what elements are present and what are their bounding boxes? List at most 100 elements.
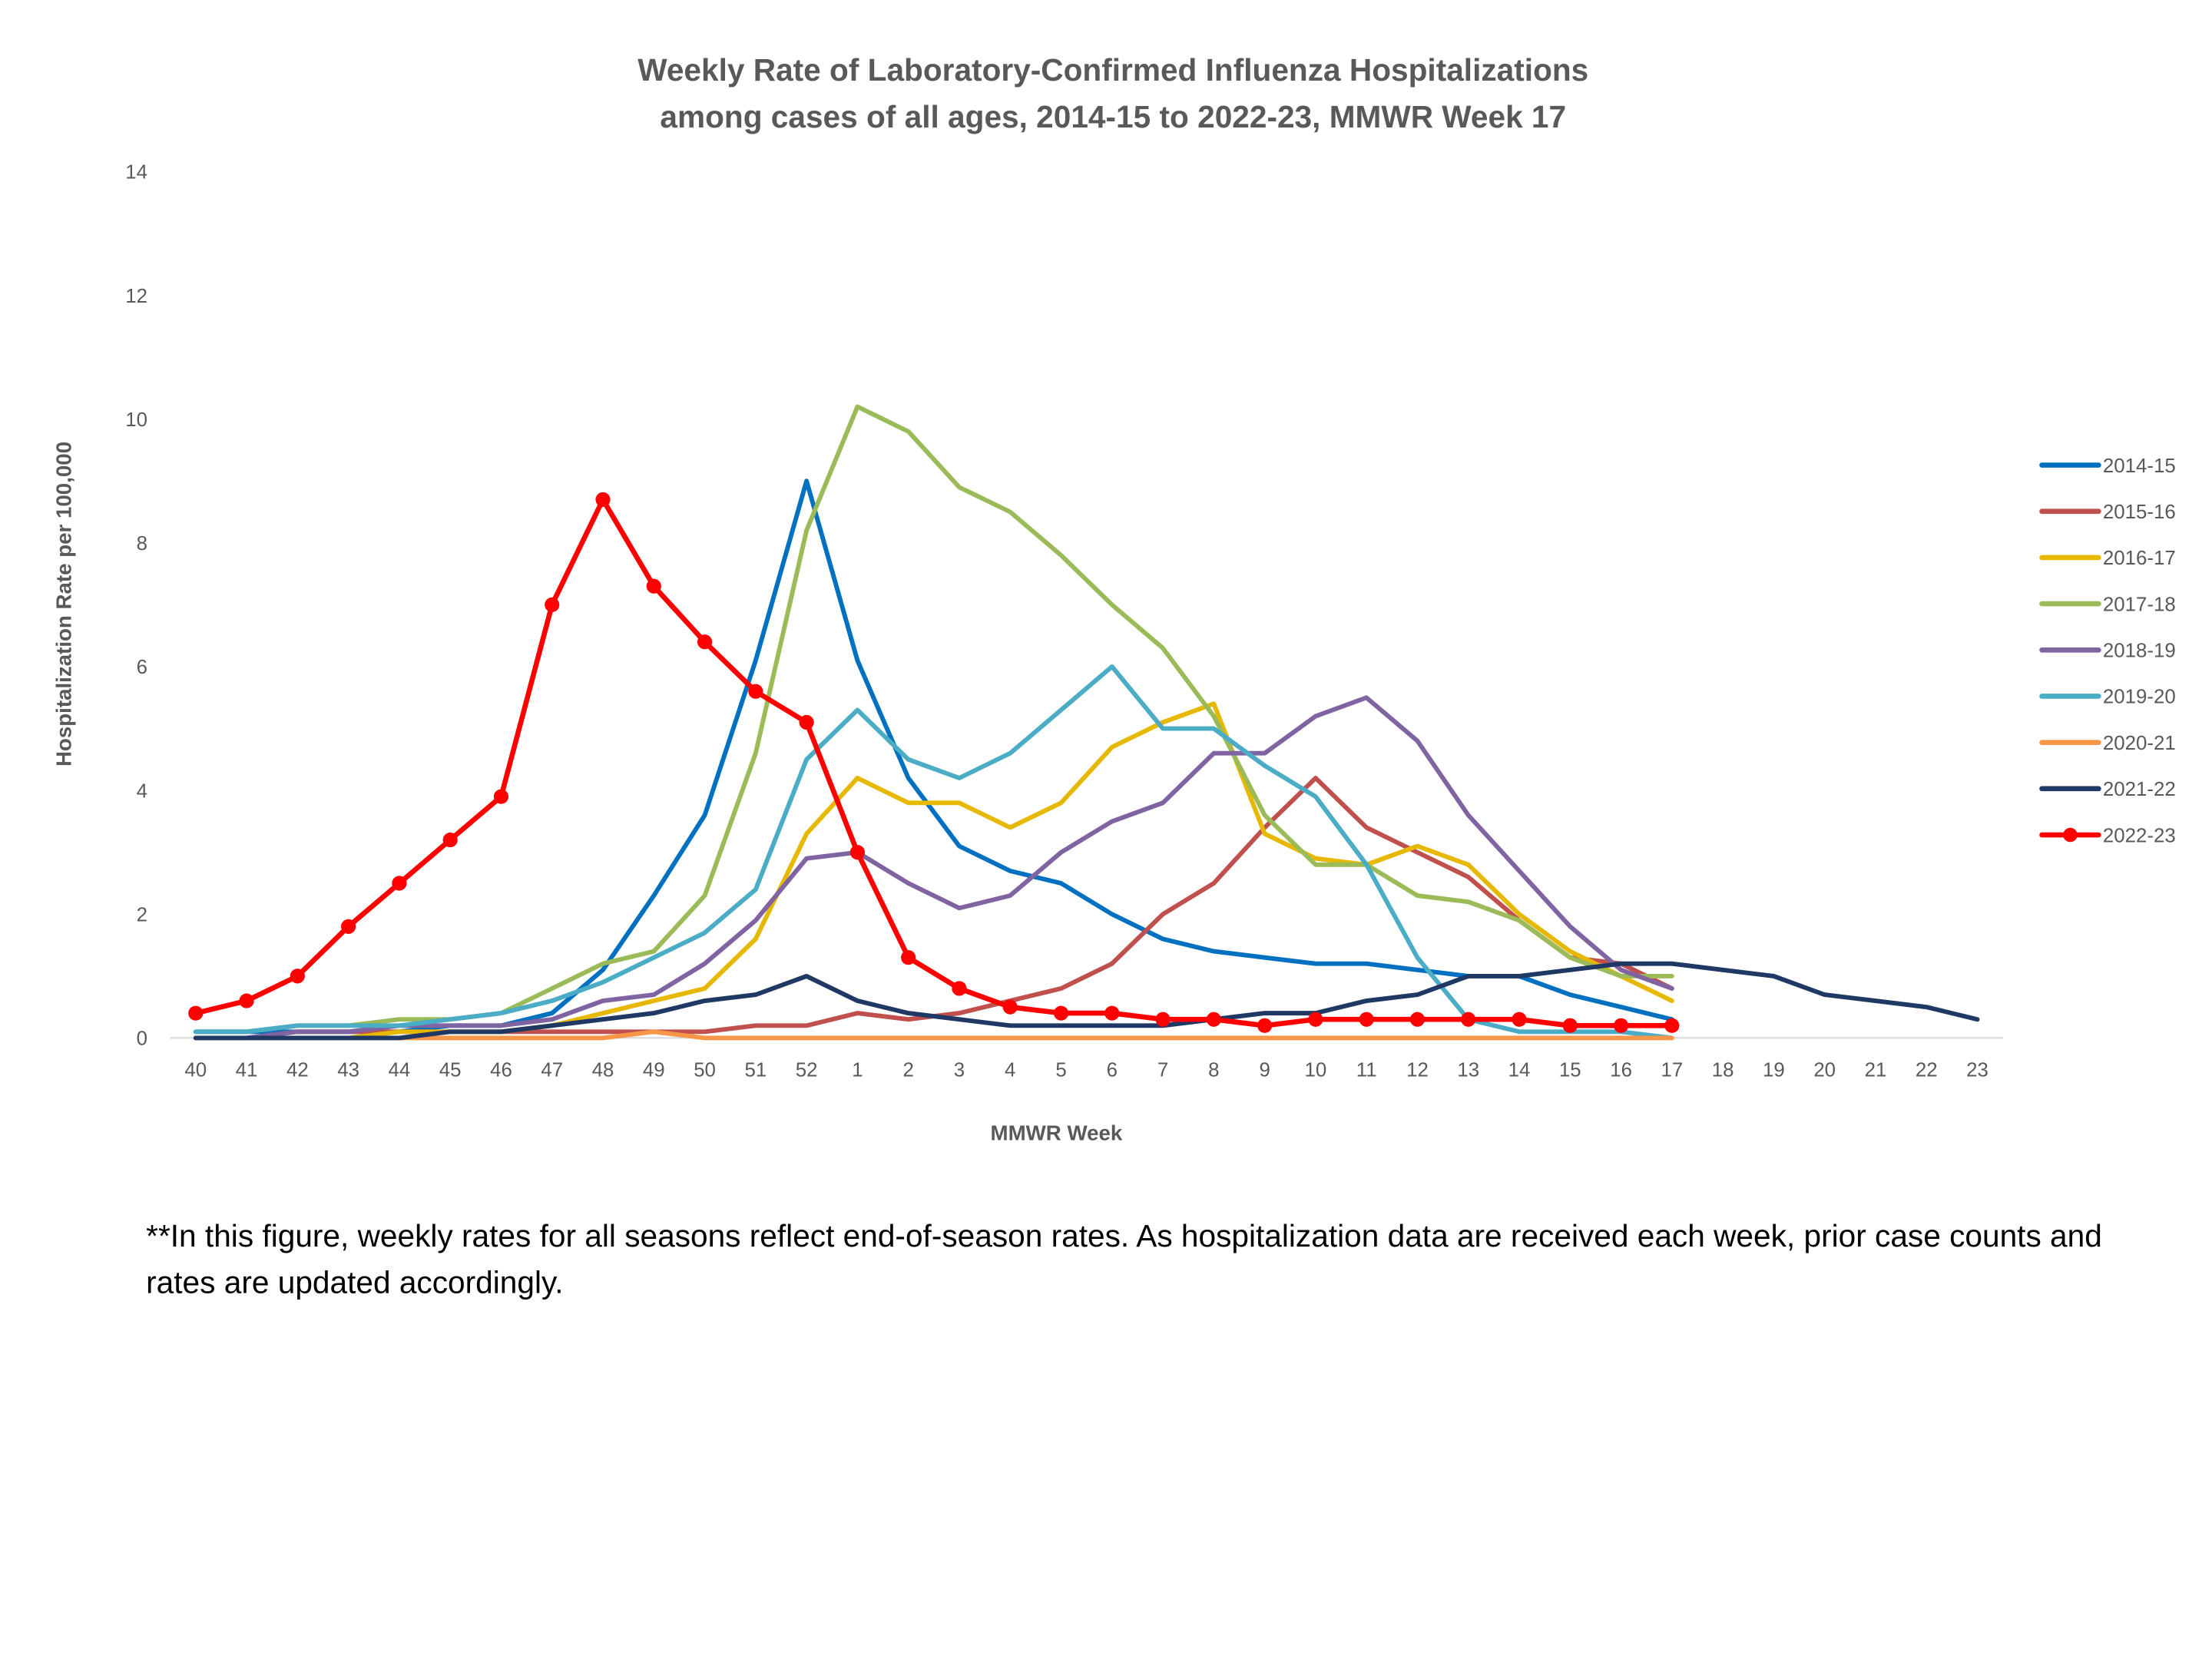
- x-tick-label: 1: [852, 1059, 863, 1081]
- x-tick-label: 13: [1457, 1059, 1479, 1081]
- series-point: [545, 597, 560, 613]
- series-2020-21: [193, 1029, 1674, 1041]
- x-tick-label: 23: [1966, 1059, 1988, 1081]
- chart-title: Weekly Rate of Laboratory-Confirmed Infl…: [637, 52, 1588, 88]
- x-tick-label: 4: [1005, 1059, 1015, 1081]
- series-point: [1664, 1018, 1680, 1033]
- y-tick-label: 14: [125, 162, 147, 184]
- y-tick-label: 2: [137, 905, 147, 926]
- x-tick-label: 8: [1208, 1059, 1219, 1081]
- x-tick-label: 7: [1157, 1059, 1168, 1081]
- series-point: [1308, 1012, 1323, 1027]
- series-line: [193, 497, 1675, 1028]
- series-point: [748, 684, 763, 699]
- series-point: [1206, 1012, 1221, 1027]
- series-line: [193, 404, 1674, 1035]
- legend-label: 2016-17: [2103, 548, 2176, 569]
- x-tick-label: 14: [1508, 1059, 1531, 1081]
- series-point: [1002, 999, 1018, 1015]
- x-tick-label: 15: [1559, 1059, 1581, 1081]
- x-tick-label: 18: [1712, 1059, 1734, 1081]
- y-tick-label: 8: [137, 533, 147, 555]
- legend-label: 2015-16: [2103, 502, 2176, 523]
- x-tick-label: 43: [337, 1059, 359, 1081]
- series-point: [901, 950, 916, 965]
- series-point: [799, 714, 814, 730]
- x-tick-label: 47: [541, 1059, 563, 1081]
- y-axis-label: Hospitalization Rate per 100,000: [51, 442, 75, 767]
- x-tick-label: 5: [1055, 1059, 1066, 1081]
- legend-label: 2022-23: [2103, 825, 2176, 846]
- y-tick-label: 6: [137, 657, 147, 678]
- series-2014-15: [193, 478, 1674, 1035]
- y-tick-label: 10: [125, 409, 147, 431]
- x-tick-label: 50: [694, 1059, 716, 1081]
- x-tick-label: 3: [954, 1059, 965, 1081]
- x-tick-label: 2: [902, 1059, 913, 1081]
- chart-subtitle: among cases of all ages, 2014-15 to 2022…: [660, 99, 1566, 134]
- legend-marker: [2063, 827, 2078, 843]
- series-point: [1461, 1012, 1476, 1027]
- footnote: **In this figure, weekly rates for all s…: [146, 1217, 2102, 1300]
- series-line: [193, 478, 1674, 1035]
- legend-label: 2021-22: [2103, 779, 2176, 800]
- series-point: [1613, 1018, 1629, 1033]
- x-tick-label: 52: [796, 1059, 818, 1081]
- series-point: [239, 993, 254, 1008]
- x-axis-label: MMWR Week: [991, 1121, 1123, 1144]
- x-tick-label: 11: [1356, 1059, 1377, 1081]
- series-point: [392, 876, 407, 891]
- series-point: [1257, 1018, 1273, 1033]
- legend-item: 2020-21: [2039, 733, 2176, 754]
- x-tick-label: 20: [1813, 1059, 1836, 1081]
- legend-label: 2019-20: [2103, 687, 2176, 708]
- series-point: [188, 1005, 204, 1021]
- x-tick-label: 49: [643, 1059, 665, 1081]
- legend-label: 2018-19: [2103, 641, 2176, 662]
- series-2019-20: [193, 664, 1674, 1041]
- legend-label: 2017-18: [2103, 594, 2176, 615]
- x-tick-label: 10: [1305, 1059, 1327, 1081]
- legend-item: 2015-16: [2039, 502, 2176, 523]
- series-line: [193, 961, 1980, 1041]
- legend-label: 2020-21: [2103, 733, 2176, 754]
- series-line: [193, 695, 1674, 1041]
- x-tick-label: 41: [236, 1059, 258, 1081]
- x-tick-label: 46: [490, 1059, 512, 1081]
- x-tick-label: 21: [1865, 1059, 1887, 1081]
- x-tick-label: 9: [1259, 1059, 1270, 1081]
- x-tick-label: 44: [389, 1059, 411, 1081]
- x-tick-label: 17: [1661, 1059, 1683, 1081]
- series-point: [646, 578, 661, 594]
- legend-item: 2019-20: [2039, 687, 2176, 708]
- series-point: [1155, 1012, 1171, 1027]
- legend-item: 2016-17: [2039, 548, 2176, 569]
- x-tick-label: 22: [1916, 1059, 1938, 1081]
- series-2018-19: [193, 695, 1674, 1041]
- x-tick-label: 45: [439, 1059, 462, 1081]
- series-point: [493, 789, 509, 804]
- series-2021-22: [193, 961, 1980, 1041]
- y-tick-label: 0: [137, 1028, 147, 1050]
- series-2017-18: [193, 404, 1674, 1035]
- series-line: [193, 1029, 1674, 1041]
- legend-item: 2022-23: [2039, 825, 2176, 846]
- series-point: [1512, 1012, 1527, 1027]
- series-point: [1359, 1012, 1374, 1027]
- series-point: [1409, 1012, 1426, 1027]
- x-tick-label: 51: [744, 1059, 767, 1081]
- series-point: [290, 969, 305, 984]
- x-tick-label: 42: [286, 1059, 309, 1081]
- x-tick-label: 16: [1610, 1059, 1632, 1081]
- x-tick-label: 48: [592, 1059, 614, 1081]
- series-line: [193, 664, 1674, 1041]
- legend-label: 2014-15: [2103, 455, 2176, 477]
- series-point: [341, 919, 356, 934]
- series-point: [1104, 1005, 1120, 1021]
- series-2022-23: [188, 492, 1680, 1033]
- series-point: [595, 492, 611, 508]
- y-tick-label: 4: [137, 780, 147, 802]
- series-point: [849, 845, 865, 860]
